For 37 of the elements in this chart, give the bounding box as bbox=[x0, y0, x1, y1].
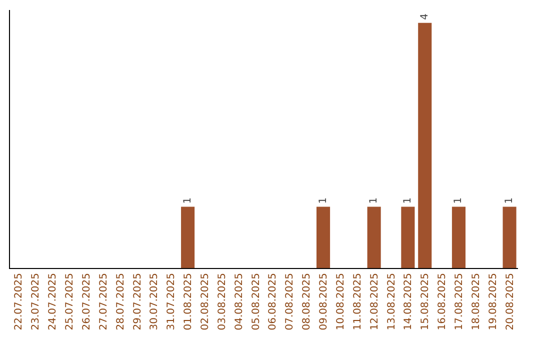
x-tick-label: 18.08.2025 bbox=[470, 273, 482, 330]
x-tick-label: 16.08.2025 bbox=[437, 273, 448, 330]
x-tick-label: 25.07.2025 bbox=[64, 273, 76, 330]
data-label: 1 bbox=[402, 197, 414, 204]
x-tick-label: 19.08.2025 bbox=[488, 273, 499, 330]
x-tick-label: 27.07.2025 bbox=[98, 273, 110, 330]
x-tick-label: 09.08.2025 bbox=[318, 273, 330, 330]
x-tick-label: 30.07.2025 bbox=[149, 273, 160, 330]
data-label: 1 bbox=[182, 197, 194, 204]
x-tick-label: 29.07.2025 bbox=[132, 273, 144, 330]
x-tick-label: 04.08.2025 bbox=[234, 273, 245, 330]
x-tick-label: 02.08.2025 bbox=[200, 273, 211, 330]
data-label: 1 bbox=[504, 197, 516, 204]
x-tick-label: 23.07.2025 bbox=[30, 273, 42, 330]
x-tick-label: 12.08.2025 bbox=[369, 273, 380, 330]
x-tick-label: 14.08.2025 bbox=[403, 273, 414, 330]
x-tick-label: 20.08.2025 bbox=[504, 273, 516, 330]
x-tick-label: 22.07.2025 bbox=[14, 273, 25, 330]
x-tick-label: 07.08.2025 bbox=[284, 273, 296, 330]
x-tick-label: 06.08.2025 bbox=[268, 273, 279, 330]
x-tick-label: 17.08.2025 bbox=[454, 273, 465, 330]
x-tick-label: 05.08.2025 bbox=[250, 273, 262, 330]
data-label: 1 bbox=[368, 197, 380, 204]
x-tick-label: 28.07.2025 bbox=[115, 273, 126, 330]
x-tick-label: 01.08.2025 bbox=[183, 273, 194, 330]
x-tick-label: 03.08.2025 bbox=[216, 273, 228, 330]
x-tick-label: 10.08.2025 bbox=[335, 273, 346, 330]
x-tick-label: 26.07.2025 bbox=[81, 273, 92, 330]
x-tick-label: 24.07.2025 bbox=[48, 273, 59, 330]
data-label: 1 bbox=[318, 197, 329, 204]
x-tick-label: 13.08.2025 bbox=[386, 273, 398, 330]
x-tick-label: 15.08.2025 bbox=[420, 273, 432, 330]
data-label: 4 bbox=[419, 14, 430, 20]
x-tick-label: 31.07.2025 bbox=[166, 273, 178, 330]
x-tick-label: 11.08.2025 bbox=[352, 273, 364, 330]
x-tick-label: 08.08.2025 bbox=[302, 273, 313, 330]
data-label: 1 bbox=[453, 197, 464, 204]
